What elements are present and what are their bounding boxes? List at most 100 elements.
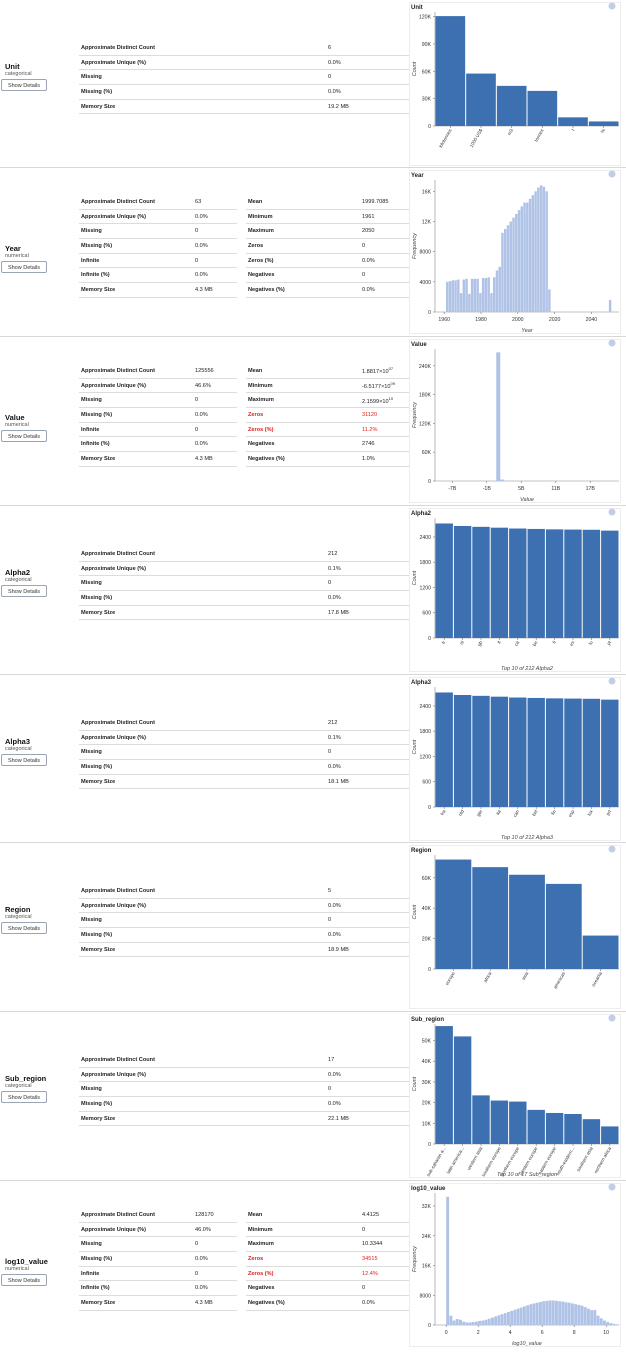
bar	[472, 527, 489, 638]
x-tick-label: 2000	[512, 317, 524, 323]
stat-value: 0	[193, 253, 237, 268]
histogram-bar	[549, 1300, 552, 1325]
stat-value: 0.0%	[360, 253, 410, 268]
y-tick-label: 1200	[419, 585, 431, 591]
stat-value: 1.0%	[360, 452, 410, 467]
y-tick-label: 32K	[422, 1204, 432, 1210]
bar	[583, 936, 619, 969]
x-axis-label: log10_value	[512, 1341, 542, 1347]
stat-value: 0	[326, 745, 412, 760]
histogram-bar	[460, 293, 462, 312]
stat-label: Memory Size	[79, 1111, 326, 1126]
histogram-bar	[532, 195, 534, 312]
bar	[497, 86, 527, 126]
stat-row: Missing (%)0.0%	[79, 85, 412, 100]
histogram-bar	[609, 1323, 612, 1325]
show-details-button[interactable]: Show Details	[1, 261, 47, 273]
stat-label: Infinite	[79, 422, 193, 437]
bar	[546, 1113, 563, 1144]
show-details-button[interactable]: Show Details	[1, 922, 47, 934]
stat-value: 11.2%	[360, 422, 410, 437]
histogram-bar	[537, 188, 539, 312]
show-details-button[interactable]: Show Details	[1, 1274, 47, 1286]
info-icon[interactable]	[609, 340, 616, 347]
stat-value: 17.8 MB	[326, 605, 412, 620]
stat-value: 0.0%	[193, 437, 237, 452]
stat-value: 10.3344	[360, 1237, 410, 1252]
info-icon[interactable]	[609, 846, 616, 853]
show-details-button[interactable]: Show Details	[1, 79, 47, 91]
bar	[436, 692, 453, 807]
histogram-bar	[476, 279, 478, 312]
bar	[546, 884, 582, 969]
info-icon[interactable]	[609, 1015, 616, 1022]
stat-row: Zeros (%)0.0%	[246, 253, 410, 268]
show-details-button[interactable]: Show Details	[1, 585, 47, 597]
histogram-bar	[597, 1316, 600, 1325]
info-icon[interactable]	[609, 678, 616, 685]
stat-label: Approximate Distinct Count	[79, 1053, 326, 1067]
stat-row: Zeros (%)11.2%	[246, 422, 410, 437]
stat-value: 0	[193, 422, 237, 437]
y-tick-label: 24K	[422, 1234, 432, 1240]
y-tick-label: 120K	[419, 15, 432, 21]
y-tick-label: 1200	[419, 754, 431, 760]
bar	[528, 91, 558, 126]
y-tick-label: 0	[428, 967, 431, 973]
stat-label: Approximate Unique (%)	[79, 1067, 326, 1082]
show-details-button[interactable]: Show Details	[1, 430, 47, 442]
histogram-bar	[574, 1304, 577, 1325]
histogram-bar	[510, 221, 512, 312]
stat-label: Minimum	[246, 378, 360, 393]
info-icon[interactable]	[609, 171, 616, 178]
histogram-bar	[449, 281, 451, 312]
stat-label: Missing (%)	[79, 239, 193, 254]
y-axis-label: Frequency	[412, 401, 418, 428]
info-icon[interactable]	[609, 1184, 616, 1191]
stat-row: Approximate Unique (%)0.0%	[79, 1067, 412, 1082]
stat-label: Negatives (%)	[246, 1296, 360, 1311]
x-tick-label: 2040	[586, 317, 598, 323]
histogram-bar	[539, 1302, 542, 1325]
stat-label: Missing	[79, 576, 326, 591]
stat-label: Missing	[79, 913, 326, 928]
chart-svg: Sub_regionCount010K20K30K40K50Ksub-sahar…	[409, 1014, 621, 1178]
histogram-bar	[507, 1312, 510, 1325]
x-tick-label: 4	[509, 1330, 512, 1336]
info-icon[interactable]	[609, 509, 616, 516]
stat-value: 6	[326, 41, 412, 55]
show-details-button[interactable]: Show Details	[1, 1091, 47, 1103]
bar	[509, 875, 545, 969]
chart-title: Value	[411, 342, 427, 348]
histogram-bar	[485, 278, 487, 312]
x-tick-label: 5B	[518, 486, 525, 492]
variable-type: categorical	[5, 1083, 32, 1089]
stat-value: 0	[360, 1281, 410, 1296]
stat-label: Memory Size	[79, 99, 326, 114]
y-tick-label: 90K	[422, 42, 432, 48]
x-tick-label: 1960	[438, 317, 450, 323]
stat-row: Missing (%)0.0%	[79, 239, 237, 254]
show-details-button[interactable]: Show Details	[1, 754, 47, 766]
y-tick-label: 1800	[419, 729, 431, 735]
histogram-bar	[469, 1322, 472, 1325]
stat-label: Memory Size	[79, 452, 193, 467]
x-axis-label: Top 10 of 212 Alpha2	[501, 666, 553, 672]
bar	[454, 526, 471, 638]
y-tick-label: 180K	[419, 393, 432, 399]
y-axis-label: Count	[412, 570, 418, 585]
info-icon[interactable]	[609, 3, 616, 10]
variable-name: Sub_region	[5, 1074, 46, 1083]
stat-value: 46.0%	[193, 1222, 237, 1237]
